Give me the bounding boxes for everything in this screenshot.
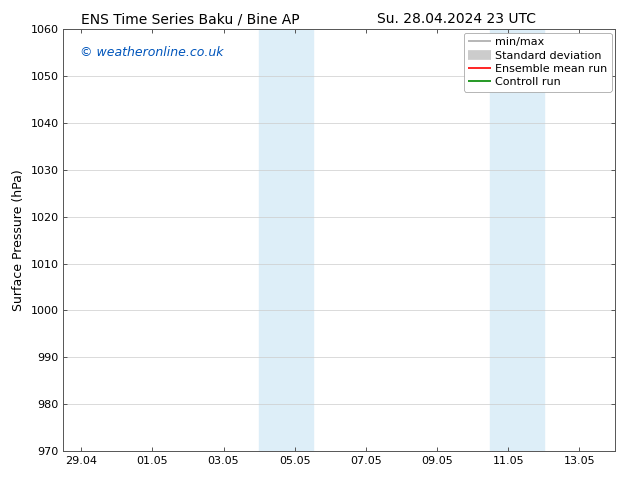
Text: ENS Time Series Baku / Bine AP: ENS Time Series Baku / Bine AP [81, 12, 299, 26]
Y-axis label: Surface Pressure (hPa): Surface Pressure (hPa) [12, 169, 25, 311]
Bar [259, 29, 313, 451]
Legend: min/max, Standard deviation, Ensemble mean run, Controll run: min/max, Standard deviation, Ensemble me… [464, 33, 612, 92]
Text: © weatheronline.co.uk: © weatheronline.co.uk [80, 46, 223, 59]
Text: Su. 28.04.2024 23 UTC: Su. 28.04.2024 23 UTC [377, 12, 536, 26]
Bar [491, 29, 544, 451]
